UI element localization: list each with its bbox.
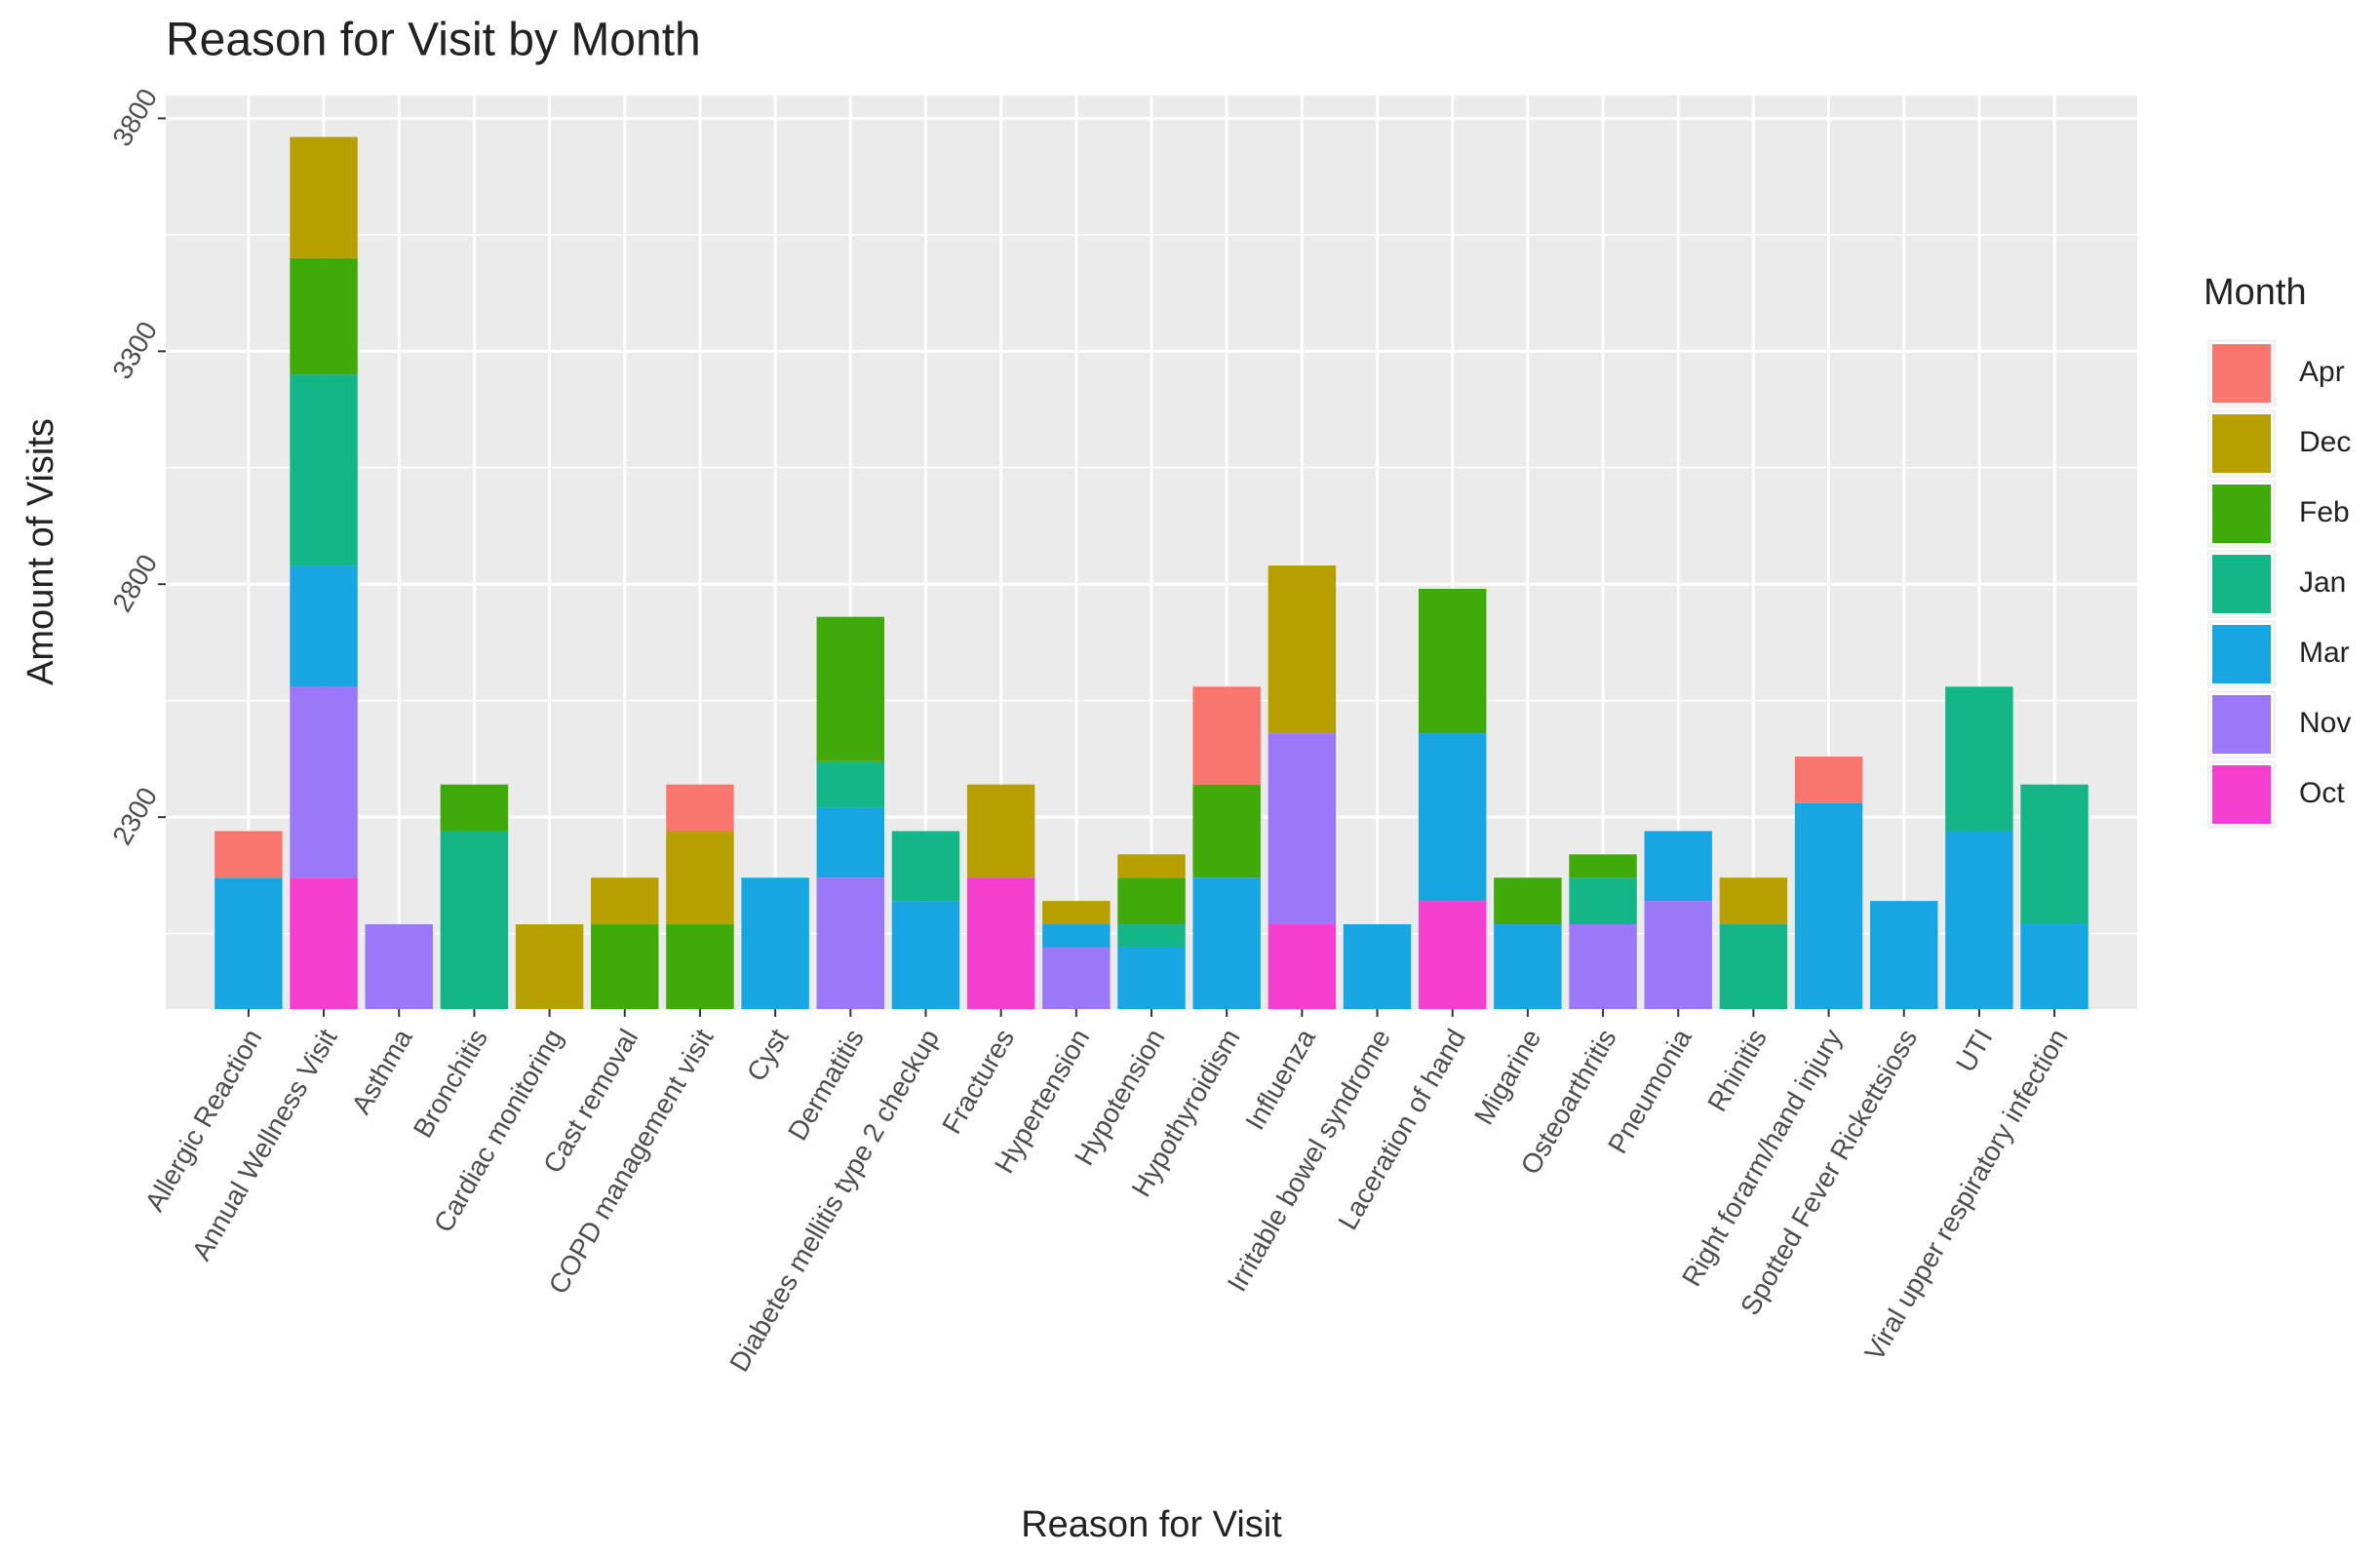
bar-segment <box>1042 901 1111 925</box>
bars <box>215 136 2088 1009</box>
y-tick-label: 3800 <box>106 84 163 151</box>
y-axis-title: Amount of Visits <box>20 418 61 685</box>
bar-segment <box>1569 877 1637 925</box>
bar-segment <box>2020 784 2088 925</box>
bar-segment <box>1494 877 1562 925</box>
bar-segment <box>1644 901 1712 1009</box>
x-tick-label: Cyst <box>741 1024 795 1086</box>
bar-segment <box>290 136 358 258</box>
bar-segment <box>290 877 358 1009</box>
legend-swatch <box>2210 412 2273 475</box>
bar-segment <box>666 784 734 832</box>
y-tick-label: 3300 <box>106 317 163 384</box>
legend-label: Apr <box>2299 356 2345 388</box>
bar-segment <box>1418 733 1487 902</box>
legend-label: Jan <box>2299 566 2346 599</box>
bar-segment <box>1343 924 1412 1009</box>
bar-segment <box>215 831 283 878</box>
bar-segment <box>966 877 1035 1009</box>
legend-swatch <box>2210 623 2273 685</box>
y-tick-label: 2300 <box>106 782 163 849</box>
bar-segment <box>1268 924 1337 1009</box>
bar-segment <box>666 924 734 1009</box>
bar-segment <box>1945 686 2013 832</box>
bar-segment <box>1569 924 1637 1009</box>
x-tick-label: Annual Wellness Visit <box>186 1024 343 1265</box>
legend-swatch <box>2210 763 2273 826</box>
bar-segment <box>1268 565 1337 734</box>
legend-label: Mar <box>2299 637 2350 669</box>
bar-segment <box>1192 877 1261 1009</box>
bar-segment <box>1192 784 1261 878</box>
bar-segment <box>816 616 885 761</box>
bar-segment <box>1870 901 1938 1009</box>
legend-swatch <box>2210 483 2273 545</box>
legend-label: Nov <box>2299 707 2351 739</box>
bar-segment <box>1418 589 1487 734</box>
bar-segment <box>1117 947 1186 1009</box>
x-tick-label: Bronchitis <box>408 1024 493 1143</box>
bar-segment <box>515 924 584 1009</box>
bar-segment <box>1494 924 1562 1009</box>
x-tick-label: Fractures <box>936 1024 1020 1139</box>
bar-segment <box>1192 686 1261 785</box>
bar-segment <box>1644 831 1712 902</box>
bar-segment <box>440 784 509 832</box>
bar-segment <box>365 924 433 1009</box>
bar-segment <box>1794 757 1863 803</box>
bar-segment <box>290 686 358 878</box>
bar-segment <box>1042 924 1111 948</box>
bar-segment <box>666 831 734 925</box>
legend-title: Month <box>2204 272 2307 313</box>
bar-segment <box>591 924 659 1009</box>
bar-segment <box>891 831 960 902</box>
x-tick-label: Influenza <box>1239 1024 1321 1135</box>
legend-swatch <box>2210 553 2273 615</box>
bar-segment <box>816 760 885 808</box>
x-tick-label: Rhinitis <box>1701 1024 1773 1116</box>
chart-title: Reason for Visit by Month <box>166 15 701 66</box>
bar-segment <box>1719 877 1788 925</box>
bar-segment <box>290 374 358 566</box>
bar-segment <box>1042 947 1111 1009</box>
bar-segment <box>1569 854 1637 878</box>
bar-segment <box>741 877 809 1009</box>
bar-segment <box>1117 924 1186 948</box>
bar-segment <box>891 901 960 1009</box>
bar-segment <box>1719 924 1788 1009</box>
bar-segment <box>1117 854 1186 878</box>
bar-segment <box>1794 802 1863 1009</box>
legend-swatch <box>2210 342 2273 405</box>
legend-label: Dec <box>2299 426 2351 458</box>
bar-segment <box>2020 924 2088 1009</box>
legend-label: Oct <box>2299 777 2345 809</box>
bar-segment <box>1945 831 2013 1009</box>
bar-segment <box>816 877 885 1009</box>
x-tick-label: Dermatitis <box>782 1024 870 1146</box>
bar-segment <box>1418 901 1487 1009</box>
bar-segment <box>215 877 283 1009</box>
bar-segment <box>290 257 358 375</box>
bar-segment <box>966 784 1035 878</box>
bar-segment <box>290 565 358 687</box>
x-tick-label: Migarine <box>1468 1024 1547 1130</box>
legend-swatch <box>2210 693 2273 756</box>
bar-segment <box>440 831 509 1009</box>
x-axis-title: Reason for Visit <box>1021 1504 1282 1545</box>
x-tick-label: UTI <box>1950 1024 1998 1077</box>
bar-segment <box>1268 733 1337 925</box>
bar-segment <box>591 877 659 925</box>
bar-segment <box>816 807 885 878</box>
x-tick-label: Asthma <box>346 1024 419 1119</box>
y-tick-label: 2800 <box>106 549 163 616</box>
bar-segment <box>1117 877 1186 925</box>
legend-label: Feb <box>2299 496 2350 528</box>
